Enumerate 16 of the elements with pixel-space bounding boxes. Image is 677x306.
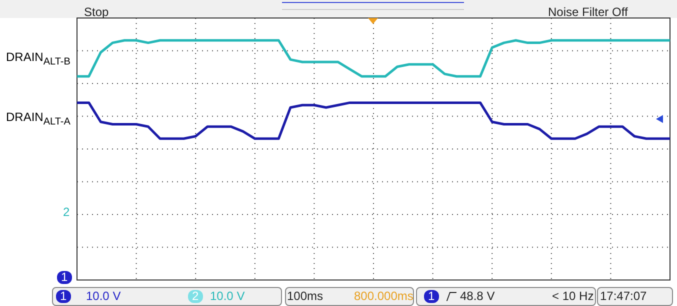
text: 100ms xyxy=(287,289,324,303)
text: 1 xyxy=(424,289,439,303)
text: 48.8 V xyxy=(460,289,495,303)
text: 17:47:07 xyxy=(600,289,647,303)
text: Stop xyxy=(84,5,109,19)
series-label: DRAIN$_{ALT-B}$ xyxy=(6,50,70,68)
text: 1 xyxy=(56,289,71,303)
series-label: DRAIN$_{ALT-A}$ xyxy=(6,110,70,128)
text: 10.0 V xyxy=(210,289,245,303)
text: Noise Filter Off xyxy=(548,5,628,19)
text: 800.000ms xyxy=(354,289,414,303)
text: 2 xyxy=(63,205,70,219)
text: 10.0 V xyxy=(86,289,121,303)
text: 2 xyxy=(188,289,203,303)
text: 1 xyxy=(57,270,72,284)
text: < 10 Hz xyxy=(552,289,594,303)
